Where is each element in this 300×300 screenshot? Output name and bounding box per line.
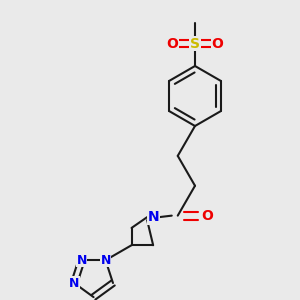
Text: S: S [190,37,200,50]
Text: N: N [76,254,87,267]
Text: N: N [147,210,159,224]
Text: O: O [201,208,213,223]
Text: O: O [167,37,178,50]
Text: O: O [212,37,224,50]
Text: N: N [69,277,80,290]
Text: N: N [100,254,111,267]
